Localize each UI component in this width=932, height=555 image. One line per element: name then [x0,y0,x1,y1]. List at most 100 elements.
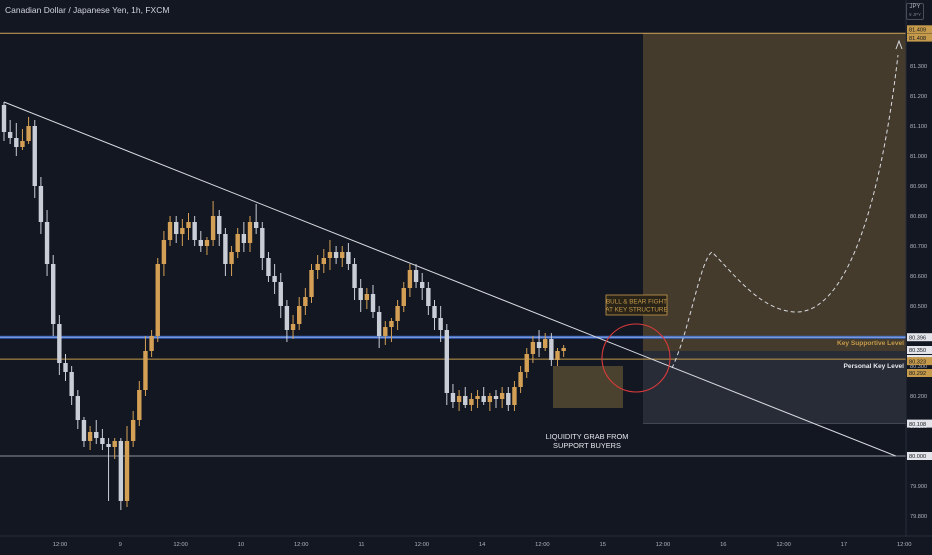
price-tag-personal: 80.323 [909,359,926,365]
annotation-bull-bear-line1: BULL & BEAR FIGHT [606,299,667,306]
candle-body [493,396,499,399]
currency-sub: ¥ JPY [908,12,921,17]
price-tag-support: 80.396 [909,335,926,341]
candle-body [44,222,50,264]
candle-body [235,234,240,252]
candle-body [260,228,265,258]
candle-body [204,240,210,246]
stop-zone [643,351,906,424]
projection-arrowhead [895,39,903,50]
candle-body [100,438,105,444]
price-tag-bg-personal [907,357,932,366]
price-tag-bg-target [907,33,932,42]
candle-body [475,396,480,399]
candle-body [149,336,154,351]
liquidity-zone [553,366,623,408]
candle-body [278,282,283,306]
level-label-support: Key Supportive Level [837,340,904,347]
candle-body [395,306,400,321]
candle-body [137,390,142,420]
candle-body [543,339,548,348]
annotation-liquidity-line2: SUPPORT BUYERS [553,441,621,450]
x-tick-label: 12:00 [173,542,188,548]
candle-body [69,372,74,396]
price-tag-bg-stop [907,369,932,377]
candle-body [426,288,431,306]
x-tick-label: 14 [479,542,486,548]
x-tick-label: 11 [358,542,364,548]
candle-body [118,441,124,501]
candle-body [463,396,468,405]
price-tag-current: 80.350 [909,348,926,354]
candle-body [186,222,191,228]
candle-body [143,351,148,390]
x-tick-label: 12:00 [897,542,912,548]
level-label-personal: Personal Key Level [844,363,905,370]
annotation-liquidity-line1: LIQUIDITY GRAB FROM [546,432,629,441]
price-tag-stop: 80.292 [909,371,926,377]
candle-body [499,393,505,399]
candle-body [7,132,13,138]
candle-body [456,396,462,402]
candle-body [549,339,554,360]
chart-header: Canadian Dollar / Japanese Yen, 1h, FXCM… [0,0,932,20]
candle-body [376,312,382,336]
candle-body [112,441,117,447]
y-tick-label: 80.500 [910,304,927,310]
candle-body [241,234,247,243]
candle-body [321,258,326,264]
candle-body [469,399,474,405]
candle-body [561,348,566,351]
time-axis-background [0,536,932,550]
candle-body [352,264,357,288]
candle-body [32,126,37,186]
x-tick-label: 9 [119,542,122,548]
candle-body [210,216,216,240]
candle-body [38,186,44,222]
candle-body [506,393,511,405]
candle-body [346,252,351,264]
candle-body [309,270,314,297]
chart-title: Canadian Dollar / Japanese Yen, 1h, FXCM [5,5,170,15]
currency-badge[interactable]: JPY ¥ JPY [906,3,924,20]
x-tick-label: 16 [720,542,726,548]
y-tick-label: 81.000 [910,154,927,160]
y-tick-label: 81.200 [910,94,927,100]
highlight-circle [601,323,671,393]
candle-body [63,363,68,372]
candle-body [174,222,179,234]
candle-body [444,330,449,393]
candle-body [223,234,228,264]
x-tick-label: 10 [238,542,244,548]
candle-body [75,396,80,420]
candle-body [383,327,388,336]
candle-body [401,288,406,306]
y-tick-label: 81.300 [910,64,927,70]
candle-body [180,228,185,234]
candle-body [389,321,394,327]
candle-body [297,306,302,324]
candle-body [518,372,523,387]
candle-body [81,420,87,441]
y-tick-label: 79.800 [910,514,927,520]
y-tick-label: 81.100 [910,124,927,130]
candle-body [364,294,370,300]
candle-body [26,126,31,141]
candle-body [555,351,560,360]
candle-body [229,252,234,264]
price-tag-target: 81.408 [909,36,926,42]
candle-body [124,441,130,501]
candle-body [87,432,93,441]
trendline [3,101,896,457]
candle-body [333,252,339,258]
y-tick-label: 80.900 [910,184,927,190]
annotation-box [605,294,668,316]
y-tick-label: 79.900 [910,484,927,490]
x-tick-label: 17 [841,542,847,548]
x-tick-label: 12:00 [656,542,671,548]
candle-body [524,354,529,372]
candle-body [290,324,296,330]
